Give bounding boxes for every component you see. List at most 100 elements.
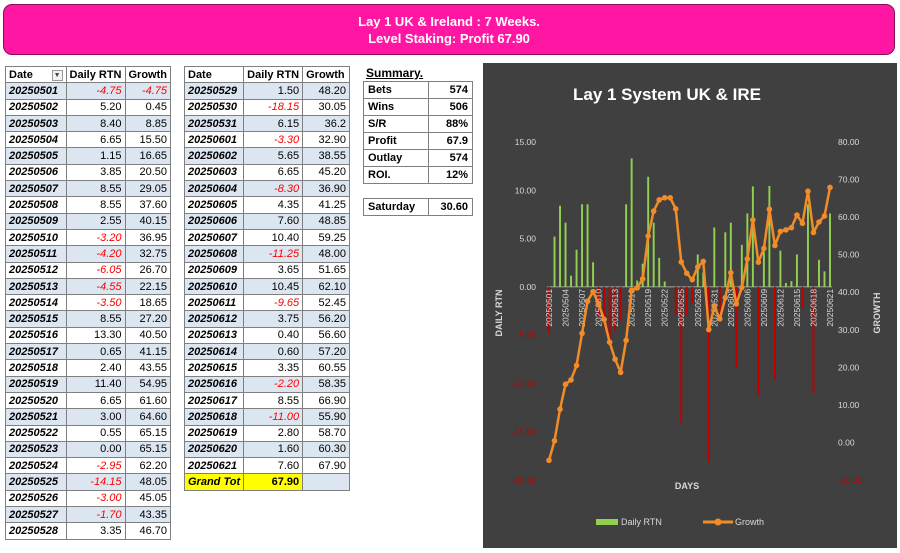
date-cell[interactable]: 20250514 xyxy=(5,294,67,312)
date-cell[interactable]: 20250621 xyxy=(183,457,245,475)
summary-value[interactable]: 12% xyxy=(428,166,473,184)
daily-rtn-cell[interactable]: 0.55 xyxy=(65,424,126,442)
growth-cell[interactable]: 41.25 xyxy=(302,196,350,214)
date-cell[interactable]: 20250517 xyxy=(5,343,67,361)
growth-cell[interactable]: 29.05 xyxy=(124,180,171,198)
column-header-date[interactable]: Date ▼ xyxy=(5,65,67,84)
daily-rtn-cell[interactable]: 3.00 xyxy=(65,408,126,426)
daily-rtn-cell[interactable]: 11.40 xyxy=(65,375,126,393)
date-cell[interactable]: 20250516 xyxy=(5,326,67,345)
date-cell[interactable]: 20250504 xyxy=(5,131,67,149)
daily-rtn-cell[interactable]: 6.15 xyxy=(243,114,304,133)
growth-cell[interactable]: 58.70 xyxy=(302,424,350,442)
date-cell[interactable]: 20250510 xyxy=(5,228,67,247)
daily-rtn-cell[interactable]: 2.40 xyxy=(65,359,126,377)
growth-cell[interactable]: 48.05 xyxy=(124,473,171,491)
date-cell[interactable]: 20250520 xyxy=(5,391,67,410)
date-cell[interactable]: 20250530 xyxy=(183,98,245,116)
date-cell[interactable]: 20250608 xyxy=(183,245,245,263)
daily-rtn-cell[interactable]: -3.00 xyxy=(65,489,126,508)
daily-rtn-cell[interactable]: 3.35 xyxy=(65,522,126,540)
summary-value[interactable]: 67.9 xyxy=(428,132,473,150)
daily-rtn-cell[interactable]: 7.60 xyxy=(243,457,304,475)
date-cell[interactable]: 20250606 xyxy=(183,212,245,230)
date-cell[interactable]: 20250615 xyxy=(183,359,245,377)
growth-cell[interactable]: 48.00 xyxy=(302,245,350,263)
daily-rtn-cell[interactable]: 5.20 xyxy=(65,98,126,116)
daily-rtn-cell[interactable]: 0.60 xyxy=(243,343,304,361)
date-cell[interactable]: 20250616 xyxy=(183,375,245,393)
date-cell[interactable]: 20250512 xyxy=(5,261,67,279)
growth-cell[interactable]: 41.15 xyxy=(124,343,171,361)
date-cell[interactable]: 20250618 xyxy=(183,408,245,426)
growth-cell[interactable]: 8.85 xyxy=(124,114,171,133)
summary-label[interactable]: Bets xyxy=(363,81,429,99)
growth-cell[interactable]: 18.65 xyxy=(124,294,171,312)
daily-rtn-cell[interactable]: 8.55 xyxy=(65,196,126,214)
daily-rtn-cell[interactable]: -2.95 xyxy=(65,457,126,475)
growth-cell[interactable]: 36.90 xyxy=(302,180,350,198)
daily-rtn-cell[interactable]: 10.40 xyxy=(243,228,304,247)
growth-cell[interactable]: 40.50 xyxy=(124,326,171,345)
growth-cell[interactable]: 65.15 xyxy=(124,424,171,442)
date-cell[interactable]: 20250611 xyxy=(183,294,245,312)
returns-chart[interactable]: Lay 1 System UK & IRE DAILY RTN GROWTH D… xyxy=(483,63,897,548)
growth-cell[interactable]: 62.10 xyxy=(302,277,350,296)
growth-cell[interactable]: 57.20 xyxy=(302,343,350,361)
daily-rtn-cell[interactable]: -3.20 xyxy=(65,228,126,247)
daily-rtn-cell[interactable]: 2.80 xyxy=(243,424,304,442)
column-header-daily-rtn[interactable]: Daily RTN xyxy=(243,65,304,84)
growth-cell[interactable]: 56.20 xyxy=(302,310,350,328)
growth-cell[interactable]: 27.20 xyxy=(124,310,171,328)
growth-cell[interactable]: 45.20 xyxy=(302,163,350,182)
daily-rtn-cell[interactable]: -2.20 xyxy=(243,375,304,393)
summary-label[interactable]: Outlay xyxy=(363,149,429,167)
date-cell[interactable]: 20250529 xyxy=(183,82,245,100)
daily-rtn-cell[interactable]: 10.45 xyxy=(243,277,304,296)
column-header-daily-rtn[interactable]: Daily RTN xyxy=(65,65,126,84)
daily-rtn-cell[interactable]: 3.65 xyxy=(243,261,304,279)
growth-cell[interactable]: 45.05 xyxy=(124,489,171,508)
date-cell[interactable]: 20250614 xyxy=(183,343,245,361)
growth-cell[interactable]: 43.35 xyxy=(124,506,171,524)
date-cell[interactable]: 20250603 xyxy=(183,163,245,182)
date-cell[interactable]: 20250511 xyxy=(5,245,67,263)
growth-cell[interactable]: 65.15 xyxy=(124,440,171,459)
date-cell[interactable]: 20250607 xyxy=(183,228,245,247)
summary-value[interactable]: 574 xyxy=(428,149,473,167)
date-cell[interactable]: 20250513 xyxy=(5,277,67,296)
daily-rtn-cell[interactable]: -4.55 xyxy=(65,277,126,296)
growth-cell[interactable]: 20.50 xyxy=(124,163,171,182)
growth-cell[interactable]: 43.55 xyxy=(124,359,171,377)
growth-cell[interactable]: -4.75 xyxy=(124,82,171,100)
grand-total-value[interactable]: 67.90 xyxy=(243,473,304,491)
daily-rtn-cell[interactable]: -11.00 xyxy=(243,408,304,426)
daily-rtn-cell[interactable]: -11.25 xyxy=(243,245,304,263)
growth-cell[interactable]: 48.20 xyxy=(302,82,350,100)
daily-rtn-cell[interactable]: 8.55 xyxy=(65,180,126,198)
summary-value[interactable]: 574 xyxy=(428,81,473,99)
growth-cell[interactable]: 51.65 xyxy=(302,261,350,279)
daily-rtn-cell[interactable]: 3.75 xyxy=(243,310,304,328)
growth-cell[interactable]: 37.60 xyxy=(124,196,171,214)
daily-rtn-cell[interactable]: 0.40 xyxy=(243,326,304,345)
growth-cell[interactable]: 36.95 xyxy=(124,228,171,247)
growth-cell[interactable]: 22.15 xyxy=(124,277,171,296)
growth-cell[interactable]: 67.90 xyxy=(302,457,350,475)
column-header-date[interactable]: Date xyxy=(183,65,245,84)
date-cell[interactable]: 20250526 xyxy=(5,489,67,508)
summary-label[interactable]: Profit xyxy=(363,132,429,150)
growth-cell[interactable]: 36.2 xyxy=(302,114,350,133)
summary-label[interactable]: Wins xyxy=(363,98,429,116)
daily-rtn-cell[interactable]: -8.30 xyxy=(243,180,304,198)
dropdown-filter-icon[interactable]: ▼ xyxy=(51,69,63,81)
growth-cell[interactable]: 16.65 xyxy=(124,147,171,165)
daily-rtn-cell[interactable]: 8.55 xyxy=(243,391,304,410)
date-cell[interactable]: 20250605 xyxy=(183,196,245,214)
growth-cell[interactable]: 64.60 xyxy=(124,408,171,426)
daily-rtn-cell[interactable]: 8.40 xyxy=(65,114,126,133)
date-cell[interactable]: 20250528 xyxy=(5,522,67,540)
growth-cell[interactable]: 40.15 xyxy=(124,212,171,230)
grand-total-empty-cell[interactable] xyxy=(302,473,350,491)
daily-rtn-cell[interactable]: -9.65 xyxy=(243,294,304,312)
